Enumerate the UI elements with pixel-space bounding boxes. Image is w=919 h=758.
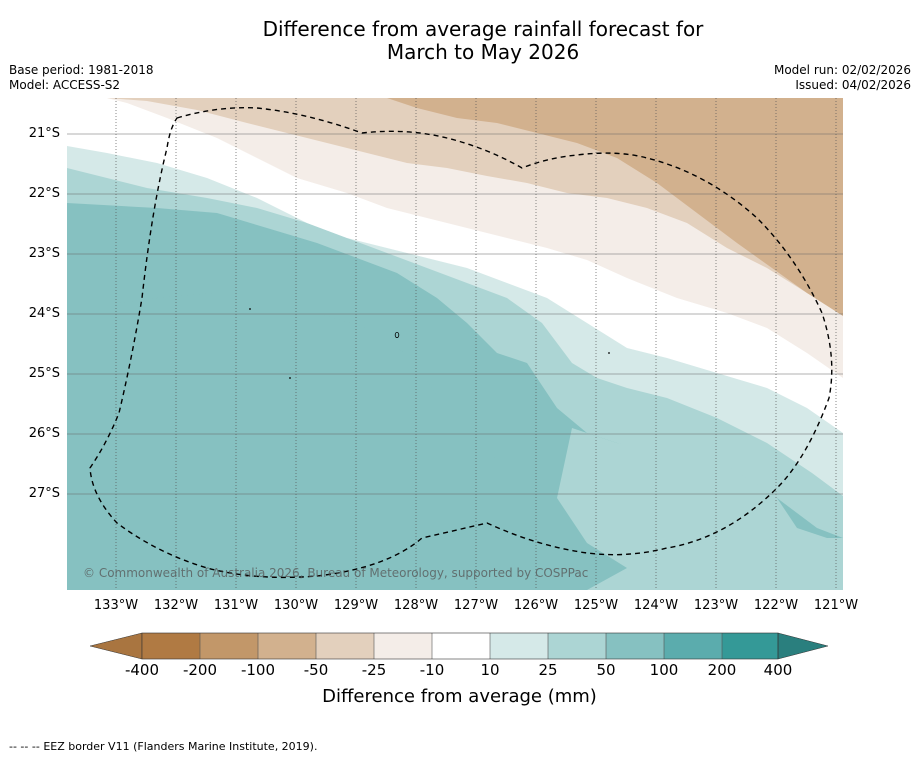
lon-label: 129°W [333,598,379,613]
eez-legend-text: EEZ border V11 (Flanders Marine Institut… [43,740,318,753]
colorbar-title: Difference from average (mm) [322,686,597,707]
colorbar-tick-label: -400 [124,661,160,679]
colorbar-segment [548,633,606,659]
eez-border [89,107,833,579]
band-100-200-region [67,293,567,590]
colorbar-segment [432,633,490,659]
metadata-left: Base period: 1981-2018 Model: ACCESS-S2 [9,63,154,93]
lat-label: 25°S [28,366,60,381]
lon-label: 123°W [693,598,739,613]
lat-label: 27°S [28,486,60,501]
colorbar-tick-label: -25 [361,661,387,679]
metadata-right: Model run: 02/02/2026 Issued: 04/02/2026 [774,63,911,93]
copyright-notice: © Commonwealth of Australia 2026, Bureau… [83,566,589,580]
colorbar-tick-label: -200 [182,661,218,679]
lat-label: 26°S [28,426,60,441]
colorbar-segment [142,633,200,659]
model-text: Model: ACCESS-S2 [9,78,121,92]
colorbar-segment [606,633,664,659]
gridlines [115,98,837,590]
island-marker [394,331,400,338]
colorbar-segment [722,633,778,659]
lon-label: 124°W [633,598,679,613]
island-marker [608,352,610,354]
map-title: Difference from average rainfall forecas… [0,18,919,64]
colorbar-segment [664,633,722,659]
colorbar-tick-label: -100 [240,661,276,679]
colorbar-segment [200,633,258,659]
eez-legend-symbol: -- -- -- [9,740,40,753]
lon-label: 130°W [273,598,319,613]
lon-label: 128°W [393,598,439,613]
colorbar-tick-label: -10 [419,661,445,679]
lon-label: 125°W [573,598,619,613]
lon-label: 133°W [93,598,139,613]
colorbar-tick-label: 400 [763,661,793,679]
lat-label: 22°S [28,186,60,201]
colorbar [90,632,829,660]
colorbar-tick-label: 50 [596,661,616,679]
colorbar-tick-label: 200 [707,661,737,679]
lat-label: 24°S [28,306,60,321]
lat-label: 21°S [28,126,60,141]
colorbar-frame [141,632,779,660]
colorbar-segment [258,633,316,659]
colorbar-tick-label: 10 [480,661,500,679]
colorbar-tick-label: 25 [538,661,558,679]
latitude-lines [67,133,843,495]
eez-legend: -- -- -- EEZ border V11 (Flanders Marine… [9,740,317,753]
title-line-2: March to May 2026 [386,40,580,64]
model-run-text: Model run: 02/02/2026 [773,63,911,77]
lon-label: 122°W [753,598,799,613]
band-50-100-south [557,428,843,590]
lon-label: 132°W [153,598,199,613]
lon-label: 131°W [213,598,259,613]
colorbar-dividers [199,633,723,659]
colorbar-tick-label: -50 [303,661,329,679]
colorbar-low-arrow [90,632,143,660]
base-period-text: Base period: 1981-2018 [9,63,154,77]
lon-label: 127°W [453,598,499,613]
title-line-1: Difference from average rainfall forecas… [262,17,704,41]
issued-text: Issued: 04/02/2026 [795,78,911,92]
lat-label: 23°S [28,246,60,261]
band-minus50-minus25 [387,98,843,316]
island-marker [289,377,291,379]
lon-label: 126°W [513,598,559,613]
colorbar-high-arrow [777,632,829,660]
colorbar-segment [490,633,548,659]
island-marker [249,308,251,310]
colorbar-segment [316,633,374,659]
colorbar-segment [374,633,432,659]
rainfall-map [67,98,843,590]
colorbar-tick-label: 100 [649,661,679,679]
lon-label: 121°W [813,598,859,613]
